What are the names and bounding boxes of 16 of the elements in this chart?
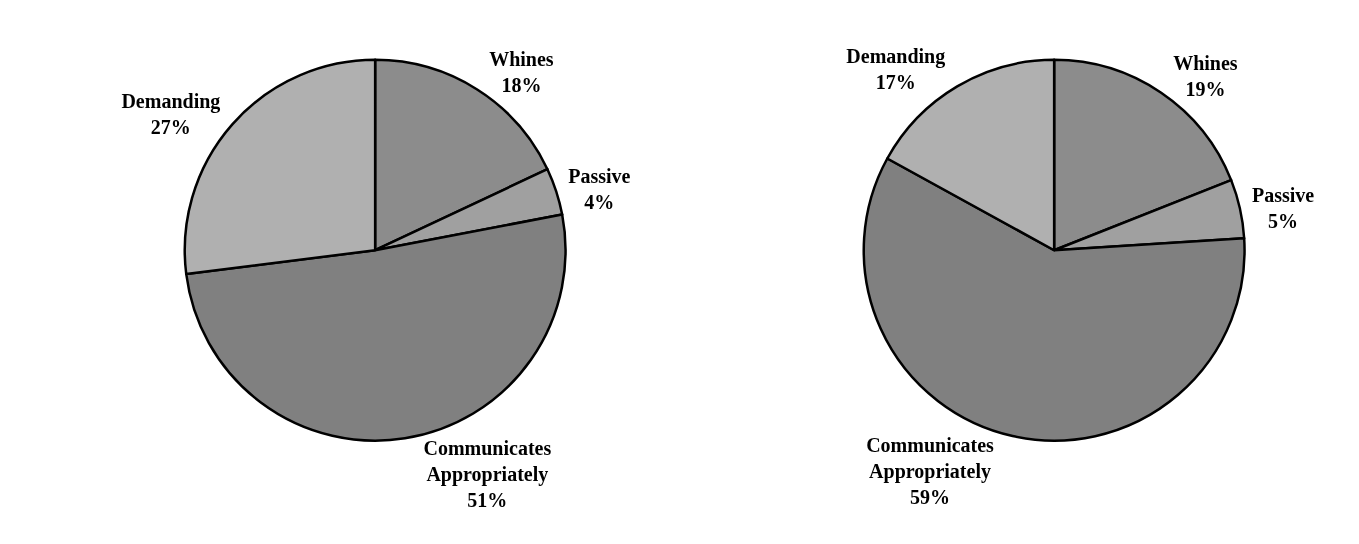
- data-label: 51%: [467, 489, 508, 512]
- slice-label: Communicates Appropriately: [866, 434, 995, 484]
- slice-label: Passive: [568, 165, 631, 188]
- data-label: 27%: [150, 115, 191, 138]
- slice-label: Whines: [489, 48, 554, 71]
- slice-label: Demanding: [846, 44, 946, 68]
- slice-label: Demanding: [121, 89, 221, 113]
- data-label: 19%: [1185, 78, 1226, 101]
- data-label: 18%: [501, 74, 542, 97]
- slice-label: Whines: [1173, 52, 1238, 75]
- slice-label: Communicates Appropriately: [423, 437, 552, 487]
- slice-label: Passive: [1251, 183, 1315, 206]
- data-label: 5%: [1268, 209, 1299, 232]
- data-label: 59%: [910, 486, 951, 509]
- data-label: 17%: [875, 70, 916, 93]
- data-label: 4%: [584, 191, 615, 214]
